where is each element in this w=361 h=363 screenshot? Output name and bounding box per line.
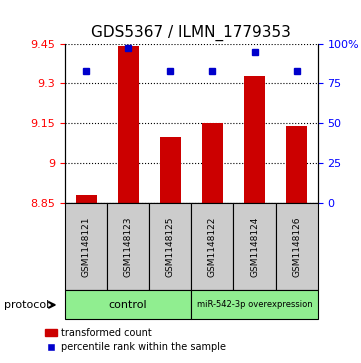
Bar [202,123,223,203]
Bar [118,46,139,203]
Text: control: control [109,300,147,310]
Text: GSM1148122: GSM1148122 [208,217,217,277]
Bar [75,195,96,203]
Bar [160,137,181,203]
Title: GDS5367 / ILMN_1779353: GDS5367 / ILMN_1779353 [91,25,291,41]
Text: miR-542-3p overexpression: miR-542-3p overexpression [197,301,312,309]
Bar [244,76,265,203]
Text: GSM1148126: GSM1148126 [292,217,301,277]
Text: GSM1148123: GSM1148123 [124,217,132,277]
Text: GSM1148124: GSM1148124 [250,217,259,277]
Text: protocol: protocol [4,300,49,310]
Text: GSM1148125: GSM1148125 [166,217,175,277]
Bar [286,126,307,203]
Legend: transformed count, percentile rank within the sample: transformed count, percentile rank withi… [41,324,230,356]
Text: GSM1148121: GSM1148121 [82,217,91,277]
